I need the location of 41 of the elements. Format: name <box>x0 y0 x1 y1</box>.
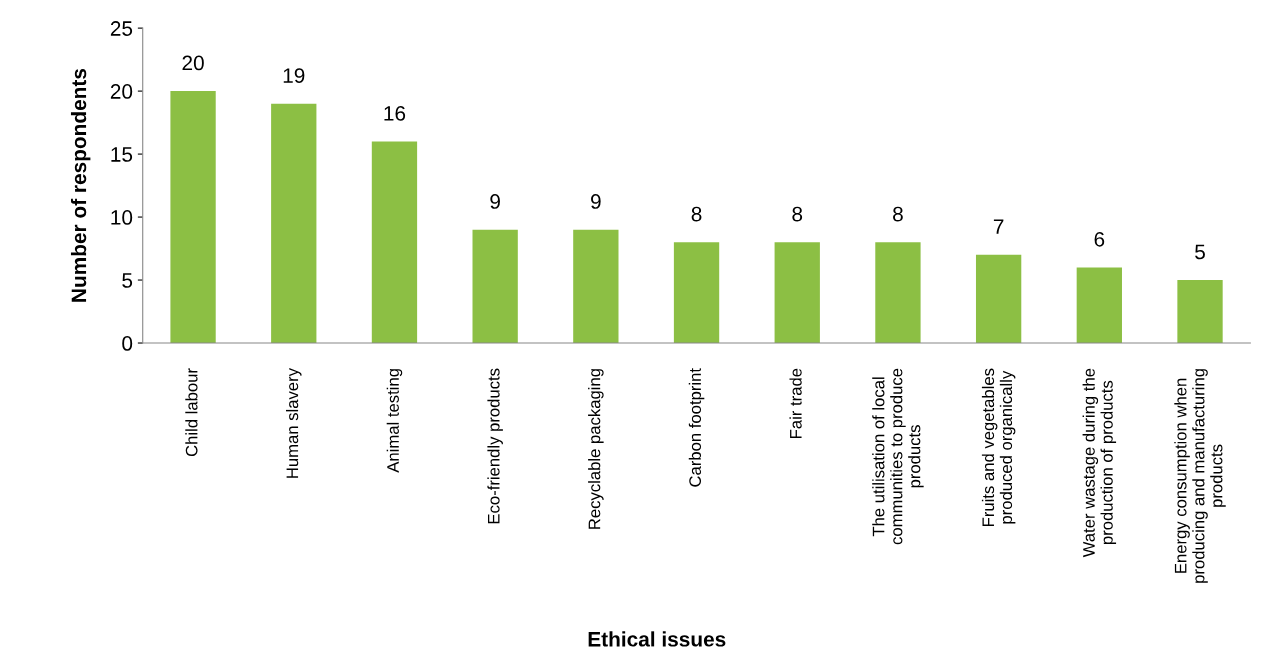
data-label: 20 <box>182 55 204 71</box>
y-tick-label: 25 <box>110 21 133 36</box>
bar <box>975 254 1022 344</box>
y-tick-label: 15 <box>111 147 133 162</box>
data-label: 16 <box>384 105 406 121</box>
x-tick-label: Human slavery <box>285 368 302 478</box>
data-label: 19 <box>283 68 305 83</box>
data-label: 8 <box>792 206 803 222</box>
y-tick-label: 10 <box>111 210 133 225</box>
x-tick-label: Fair trade <box>789 368 802 438</box>
y-axis-title: Number of respondents <box>70 68 91 302</box>
bar <box>774 242 820 344</box>
x-tick-label: Carbon footprint <box>688 368 705 487</box>
bar <box>271 103 317 344</box>
bar <box>371 141 418 344</box>
x-tick-label: Water wastage during the production of products <box>1082 368 1117 558</box>
bar <box>472 229 518 344</box>
x-tick-label: The utilisation of local communities to produce products <box>872 368 924 545</box>
data-label: 5 <box>1195 244 1205 260</box>
x-tick-label: Animal testing <box>386 369 403 473</box>
bar <box>170 91 216 344</box>
bar <box>875 242 921 344</box>
y-tick-label: 0 <box>122 336 133 351</box>
x-tick-label: Eco-friendly products <box>487 368 503 524</box>
data-label: 6 <box>1094 231 1105 247</box>
bar <box>573 229 619 344</box>
data-label: 8 <box>893 206 903 222</box>
data-label: 9 <box>490 194 500 209</box>
bar <box>1076 267 1122 344</box>
data-label: 9 <box>591 194 601 209</box>
x-tick-label: Energy consumption when producing and manufacturing products <box>1174 369 1226 583</box>
x-tick-label: Child labour <box>185 368 198 457</box>
x-tick-label: Recyclable packaging <box>588 369 604 529</box>
x-tick-label: Fruits and vegetables produced organically <box>981 368 1016 526</box>
y-tick-label: 20 <box>110 84 133 99</box>
bar <box>1177 280 1223 344</box>
data-label: 8 <box>691 206 702 222</box>
x-axis-title: Ethical issues <box>588 631 726 647</box>
data-label: 7 <box>993 219 1004 234</box>
y-tick-label: 5 <box>122 273 133 288</box>
bar <box>673 242 720 344</box>
